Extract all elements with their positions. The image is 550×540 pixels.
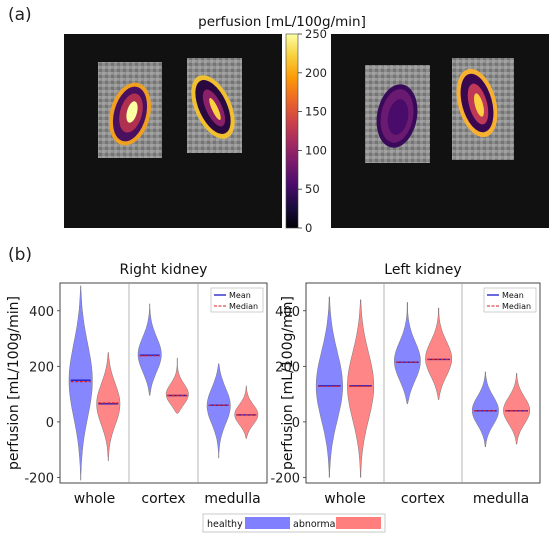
chart-title: Right kidney xyxy=(120,262,208,278)
y-tick-label: -200 xyxy=(270,471,300,486)
panel-b-label: (b) xyxy=(8,245,32,265)
violin-healthy xyxy=(206,363,231,459)
colorbar-tick-label: 150 xyxy=(305,105,327,119)
y-tick-label: 400 xyxy=(29,305,54,320)
legend-abnormal-label: abnormal xyxy=(293,519,338,530)
legend-mean-label: Mean xyxy=(229,291,251,300)
legend-healthy-label: healthy xyxy=(207,519,243,530)
violin-abnormal xyxy=(165,357,189,414)
colorbar-tick-label: 100 xyxy=(305,143,327,157)
colorbar-tick-label: 200 xyxy=(305,66,327,80)
y-tick-label: 200 xyxy=(29,360,54,375)
colorbar-tick-label: 250 xyxy=(305,27,327,41)
x-category-label: cortex xyxy=(401,491,445,507)
violin-healthy xyxy=(394,302,421,405)
group-legend: healthy abnormal xyxy=(202,513,386,533)
legend-median-label: Median xyxy=(229,302,258,311)
chart-title: Left kidney xyxy=(384,262,461,278)
x-category-label: whole xyxy=(324,491,365,507)
legend-healthy-swatch xyxy=(245,517,290,529)
y-tick-label: 0 xyxy=(292,416,300,431)
violin-healthy xyxy=(137,303,162,396)
violin-chart-right-kidney: Right kidney -200 0 200 400 perfusion [mL/100… xyxy=(6,262,268,507)
violin-healthy xyxy=(68,285,93,481)
panel-a-label: (a) xyxy=(8,5,32,25)
x-category-label: medulla xyxy=(473,491,529,507)
x-category-label: cortex xyxy=(141,491,185,507)
violin-abnormal xyxy=(234,385,259,439)
y-tick-label: 200 xyxy=(275,360,300,375)
stat-legend xyxy=(483,287,537,313)
colorbar-title: perfusion [mL/100g/min] xyxy=(198,14,366,30)
legend-median-label: Median xyxy=(502,302,531,311)
violin-abnormal xyxy=(425,307,453,400)
violin-healthy xyxy=(471,371,499,448)
colorbar-tick-label: 50 xyxy=(305,182,320,196)
perfusion-map-left xyxy=(64,34,282,228)
x-category-label: medulla xyxy=(204,491,260,507)
y-axis-label: perfusion [mL/100g/min] xyxy=(280,296,296,470)
y-tick-label: 400 xyxy=(275,305,300,320)
x-category-label: whole xyxy=(74,491,115,507)
axes-frame xyxy=(305,282,541,484)
legend-mean-label: Mean xyxy=(502,291,524,300)
y-tick-label: 0 xyxy=(46,416,54,431)
violin-abnormal xyxy=(347,299,375,478)
violin-abnormal xyxy=(96,352,121,462)
colorbar: 250 200 150 100 50 0 xyxy=(285,27,327,235)
y-axis-label: perfusion [mL/100g/min] xyxy=(6,296,22,470)
violin-abnormal xyxy=(503,373,531,445)
perfusion-map-right xyxy=(331,34,549,228)
stat-legend xyxy=(210,287,264,313)
legend-abnormal-swatch xyxy=(336,517,381,529)
axes-frame xyxy=(59,282,268,484)
violin-healthy xyxy=(315,296,343,478)
colorbar-tick-label: 0 xyxy=(305,221,312,235)
y-tick-label: -200 xyxy=(24,471,54,486)
